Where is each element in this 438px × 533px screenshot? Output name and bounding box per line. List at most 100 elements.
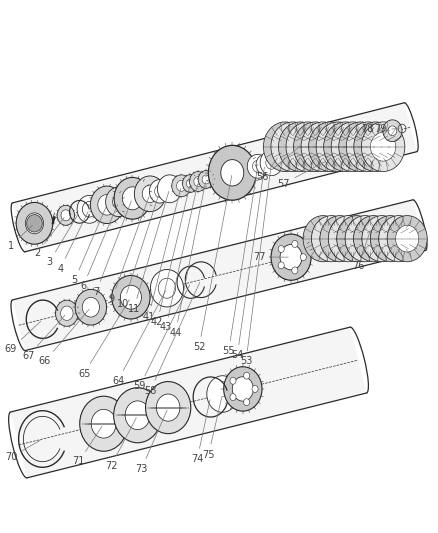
Ellipse shape	[331, 122, 375, 172]
Ellipse shape	[177, 180, 186, 191]
Ellipse shape	[77, 196, 102, 223]
Ellipse shape	[114, 387, 162, 443]
Text: 52: 52	[193, 175, 232, 352]
Ellipse shape	[271, 234, 311, 280]
Text: 69: 69	[5, 321, 41, 354]
Ellipse shape	[309, 122, 352, 172]
Text: 78: 78	[362, 124, 390, 134]
Text: 76: 76	[352, 231, 370, 271]
Text: 64: 64	[112, 290, 166, 385]
Ellipse shape	[207, 376, 238, 413]
Ellipse shape	[371, 225, 394, 252]
Ellipse shape	[125, 401, 150, 430]
Ellipse shape	[172, 175, 191, 197]
Ellipse shape	[348, 132, 373, 161]
Ellipse shape	[318, 132, 343, 161]
Ellipse shape	[158, 278, 176, 298]
Ellipse shape	[155, 185, 165, 197]
Ellipse shape	[149, 180, 170, 203]
Ellipse shape	[247, 155, 268, 178]
Ellipse shape	[80, 396, 127, 451]
Ellipse shape	[280, 245, 302, 270]
Ellipse shape	[396, 225, 419, 252]
Ellipse shape	[278, 262, 284, 269]
Ellipse shape	[301, 122, 345, 172]
Ellipse shape	[187, 179, 194, 188]
Ellipse shape	[383, 120, 402, 142]
Ellipse shape	[266, 156, 277, 169]
Ellipse shape	[288, 132, 313, 161]
Ellipse shape	[134, 176, 166, 212]
Ellipse shape	[362, 225, 385, 252]
Ellipse shape	[339, 122, 382, 172]
Ellipse shape	[16, 203, 53, 244]
Ellipse shape	[346, 122, 390, 172]
Ellipse shape	[363, 132, 388, 161]
Ellipse shape	[56, 300, 78, 326]
Ellipse shape	[293, 122, 337, 172]
Ellipse shape	[114, 177, 151, 219]
Text: 54: 54	[231, 167, 265, 360]
Ellipse shape	[345, 216, 385, 262]
Ellipse shape	[60, 306, 73, 320]
Ellipse shape	[333, 132, 358, 161]
Text: 73: 73	[135, 410, 167, 474]
Ellipse shape	[244, 399, 250, 406]
Ellipse shape	[142, 185, 158, 203]
Text: 5: 5	[71, 207, 106, 286]
Text: 1: 1	[8, 225, 32, 251]
Text: 42: 42	[151, 186, 190, 327]
Text: 59: 59	[134, 285, 190, 391]
Ellipse shape	[190, 172, 207, 191]
Ellipse shape	[208, 146, 256, 200]
Ellipse shape	[122, 187, 142, 210]
Ellipse shape	[280, 132, 305, 161]
Ellipse shape	[263, 122, 307, 172]
Ellipse shape	[198, 171, 214, 188]
Text: 9: 9	[109, 196, 149, 304]
Ellipse shape	[278, 246, 284, 253]
Ellipse shape	[112, 276, 150, 319]
Ellipse shape	[252, 385, 258, 392]
Ellipse shape	[25, 213, 44, 234]
Ellipse shape	[337, 216, 377, 262]
Ellipse shape	[194, 176, 202, 187]
Ellipse shape	[27, 215, 42, 232]
Ellipse shape	[379, 225, 402, 252]
Ellipse shape	[183, 174, 198, 192]
Text: 7: 7	[93, 201, 131, 297]
Polygon shape	[13, 103, 417, 252]
Text: 58: 58	[144, 282, 200, 395]
Ellipse shape	[272, 132, 298, 161]
Ellipse shape	[82, 201, 96, 217]
Ellipse shape	[316, 122, 360, 172]
Ellipse shape	[271, 122, 314, 172]
Ellipse shape	[120, 285, 141, 309]
Ellipse shape	[320, 225, 343, 252]
Ellipse shape	[61, 210, 71, 221]
Ellipse shape	[387, 225, 410, 252]
Ellipse shape	[324, 122, 367, 172]
Ellipse shape	[371, 132, 396, 161]
Ellipse shape	[98, 195, 116, 215]
Ellipse shape	[325, 132, 350, 161]
Ellipse shape	[328, 216, 368, 262]
Ellipse shape	[145, 382, 191, 434]
Ellipse shape	[303, 132, 328, 161]
Ellipse shape	[57, 205, 74, 225]
Ellipse shape	[320, 216, 360, 262]
Ellipse shape	[156, 394, 180, 421]
Ellipse shape	[379, 216, 419, 262]
Polygon shape	[11, 327, 367, 478]
Ellipse shape	[157, 175, 182, 203]
Text: 44: 44	[170, 182, 205, 337]
Ellipse shape	[353, 225, 377, 252]
Ellipse shape	[362, 216, 402, 262]
Text: 75: 75	[202, 397, 222, 459]
Ellipse shape	[202, 175, 210, 184]
Ellipse shape	[253, 160, 263, 172]
Text: 65: 65	[78, 300, 130, 378]
Ellipse shape	[256, 155, 273, 174]
Ellipse shape	[260, 150, 283, 176]
Text: 2: 2	[34, 217, 64, 259]
